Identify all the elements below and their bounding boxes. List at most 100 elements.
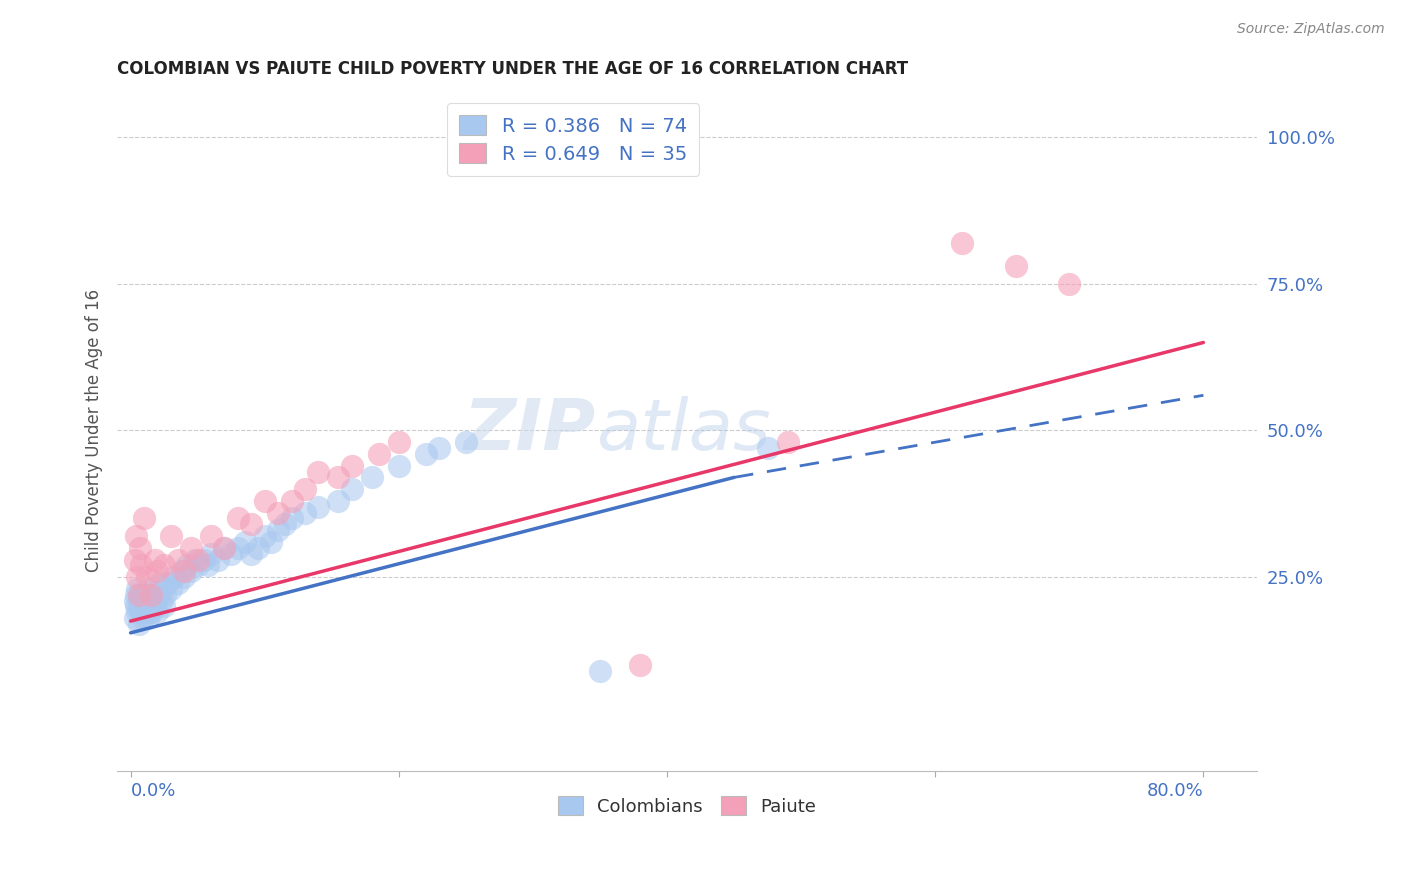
Point [162, 570, 184, 584]
Point [589, 664, 612, 678]
Point [415, 447, 437, 461]
Point [226, 541, 249, 555]
Point [187, 558, 209, 573]
Text: COLOMBIAN VS PAIUTE CHILD POVERTY UNDER THE AGE OF 16 CORRELATION CHART: COLOMBIAN VS PAIUTE CHILD POVERTY UNDER … [117, 60, 908, 78]
Point [226, 511, 249, 525]
Point [197, 558, 219, 573]
Point [128, 593, 150, 607]
Point [135, 570, 157, 584]
Point [159, 529, 181, 543]
Point [166, 576, 188, 591]
Point [280, 511, 302, 525]
Point [135, 599, 157, 614]
Point [129, 599, 152, 614]
Point [219, 547, 242, 561]
Point [132, 511, 155, 525]
Point [127, 605, 149, 619]
Point [129, 541, 152, 555]
Point [950, 235, 973, 250]
Point [1059, 277, 1081, 291]
Point [138, 605, 160, 619]
Point [280, 494, 302, 508]
Point [173, 564, 195, 578]
Point [328, 470, 350, 484]
Point [328, 494, 350, 508]
Point [135, 588, 157, 602]
Point [253, 494, 276, 508]
Point [132, 599, 155, 614]
Point [149, 576, 172, 591]
Point [134, 593, 156, 607]
Text: Source: ZipAtlas.com: Source: ZipAtlas.com [1237, 22, 1385, 37]
Point [253, 529, 276, 543]
Point [125, 529, 148, 543]
Point [184, 552, 207, 566]
Text: 80.0%: 80.0% [1147, 782, 1204, 800]
Point [134, 605, 156, 619]
Point [146, 564, 169, 578]
Point [294, 482, 316, 496]
Point [267, 506, 290, 520]
Point [454, 435, 477, 450]
Point [294, 506, 316, 520]
Point [388, 435, 411, 450]
Point [143, 599, 166, 614]
Point [166, 552, 188, 566]
Legend: Colombians, Paiute: Colombians, Paiute [550, 789, 824, 823]
Point [367, 447, 389, 461]
Point [153, 558, 176, 573]
Point [131, 558, 153, 573]
Point [233, 535, 256, 549]
Point [155, 588, 177, 602]
Point [214, 541, 236, 555]
Point [139, 599, 162, 614]
Point [131, 605, 153, 619]
Point [756, 441, 779, 455]
Point [132, 588, 155, 602]
Point [131, 599, 153, 614]
Point [340, 482, 363, 496]
Point [124, 593, 146, 607]
Point [207, 552, 229, 566]
Point [138, 582, 160, 596]
Point [173, 570, 195, 584]
Point [246, 541, 269, 555]
Point [136, 611, 159, 625]
Point [260, 535, 283, 549]
Point [628, 658, 651, 673]
Point [128, 588, 150, 602]
Point [180, 541, 202, 555]
Point [274, 517, 297, 532]
Point [159, 582, 181, 596]
Point [145, 593, 167, 607]
Point [136, 593, 159, 607]
Point [139, 588, 162, 602]
Point [170, 564, 193, 578]
Point [139, 588, 162, 602]
Point [340, 458, 363, 473]
Y-axis label: Child Poverty Under the Age of 16: Child Poverty Under the Age of 16 [86, 289, 103, 572]
Point [146, 605, 169, 619]
Point [361, 470, 384, 484]
Point [129, 588, 152, 602]
Point [176, 558, 198, 573]
Point [240, 547, 263, 561]
Point [200, 547, 222, 561]
Point [1004, 259, 1026, 273]
Point [125, 588, 148, 602]
Point [187, 552, 209, 566]
Point [141, 593, 163, 607]
Point [148, 588, 170, 602]
Point [128, 617, 150, 632]
Point [142, 588, 165, 602]
Point [143, 552, 166, 566]
Point [240, 517, 263, 532]
Point [127, 570, 149, 584]
Point [214, 541, 236, 555]
Point [193, 552, 215, 566]
Text: 0.0%: 0.0% [131, 782, 176, 800]
Point [125, 599, 148, 614]
Point [124, 552, 146, 566]
Point [131, 593, 153, 607]
Point [267, 523, 290, 537]
